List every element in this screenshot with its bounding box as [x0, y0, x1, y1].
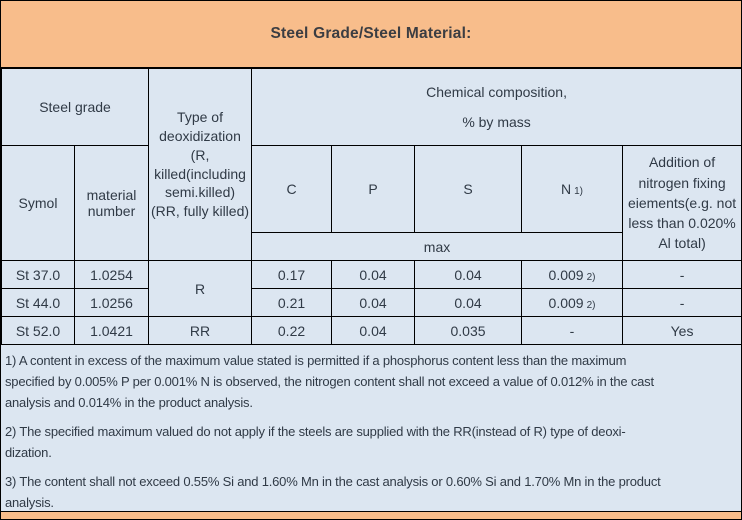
n-value: 0.009	[548, 266, 584, 283]
header-symbol: Symol	[1, 145, 75, 261]
bottom-orange-strip	[1, 512, 741, 519]
header-row-1: Steel grade Type of deoxidization (R, ki…	[1, 68, 741, 261]
cell-material-number: 1.0254	[73, 260, 150, 289]
cell-deoxidization-r: R	[148, 260, 253, 317]
header-material-number: material number	[73, 145, 150, 261]
cell-material-number: 1.0421	[73, 316, 150, 345]
page-title: Steel Grade/Steel Material:	[270, 25, 472, 42]
header-row-max: max	[2, 232, 742, 261]
header-max: max	[251, 232, 624, 261]
header-addition: Addition of nitrogen fixing eiements(e.g…	[622, 145, 741, 261]
header-col-s: S	[414, 145, 523, 233]
n-label: N	[561, 181, 572, 197]
n-footnote-marker: 1)	[574, 186, 584, 197]
cell-n: 0.009 2)	[521, 260, 624, 289]
cell-symbol: St 37.0	[1, 260, 75, 289]
header-col-n: N 1)	[521, 145, 624, 233]
header-row-2: Symol material number C P S N 1) Addition…	[1, 145, 741, 261]
header-steel-grade: Steel grade	[1, 68, 150, 146]
cell-s: 0.035	[414, 316, 523, 345]
table-row-st52: St 52.0 1.0421 RR 0.22 0.04 0.035 - Yes	[1, 316, 741, 345]
chemical-composition-line2: % by mass	[462, 114, 531, 130]
cell-c: 0.22	[251, 316, 333, 345]
cell-symbol: St 44.0	[1, 288, 75, 317]
cell-p: 0.04	[331, 288, 416, 317]
footnote-3: 3) The content shall not exceed 0.55% Si…	[5, 474, 661, 510]
cell-material-number: 1.0256	[73, 288, 150, 317]
header-chemical-composition: Chemical composition, % by mass	[251, 68, 741, 146]
cell-deoxidization-rr: RR	[148, 316, 253, 345]
cell-s: 0.04	[414, 288, 523, 317]
n-value: 0.009	[548, 294, 584, 311]
footnote-2: 2) The specified maximum valued do not a…	[5, 424, 626, 460]
footnotes-section: 1) A content in excess of the maximum va…	[1, 345, 741, 512]
table-row-st37: St 37.0 1.0254 R 0.17 0.04 0.04 0.009 2) …	[1, 260, 741, 317]
cell-p: 0.04	[331, 316, 416, 345]
cell-p: 0.04	[331, 260, 416, 289]
cell-addition: -	[622, 260, 741, 289]
footnote-1: 1) A content in excess of the maximum va…	[5, 353, 654, 410]
cell-addition: -	[622, 288, 741, 317]
chemical-composition-line1: Chemical composition,	[426, 84, 567, 100]
cell-symbol: St 52.0	[1, 316, 75, 345]
header-col-p: P	[331, 145, 416, 233]
header-col-c: C	[251, 145, 333, 233]
cell-c: 0.21	[251, 288, 333, 317]
cell-s: 0.04	[414, 260, 523, 289]
cell-n: 0.009 2)	[521, 288, 624, 317]
cell-n: -	[521, 316, 624, 345]
n-footnote-marker: 2)	[586, 271, 596, 283]
steel-grades-table: Steel grade Type of deoxidization (R, ki…	[1, 68, 742, 345]
header-deoxidization: Type of deoxidization (R, killed(includi…	[148, 68, 253, 261]
title-banner: Steel Grade/Steel Material:	[1, 1, 741, 68]
cell-c: 0.17	[251, 260, 333, 289]
n-footnote-marker: 2)	[586, 299, 596, 311]
table-row-st44: St 44.0 1.0256 0.21 0.04 0.04 0.009 2) -	[1, 288, 741, 317]
cell-addition: Yes	[622, 316, 741, 345]
